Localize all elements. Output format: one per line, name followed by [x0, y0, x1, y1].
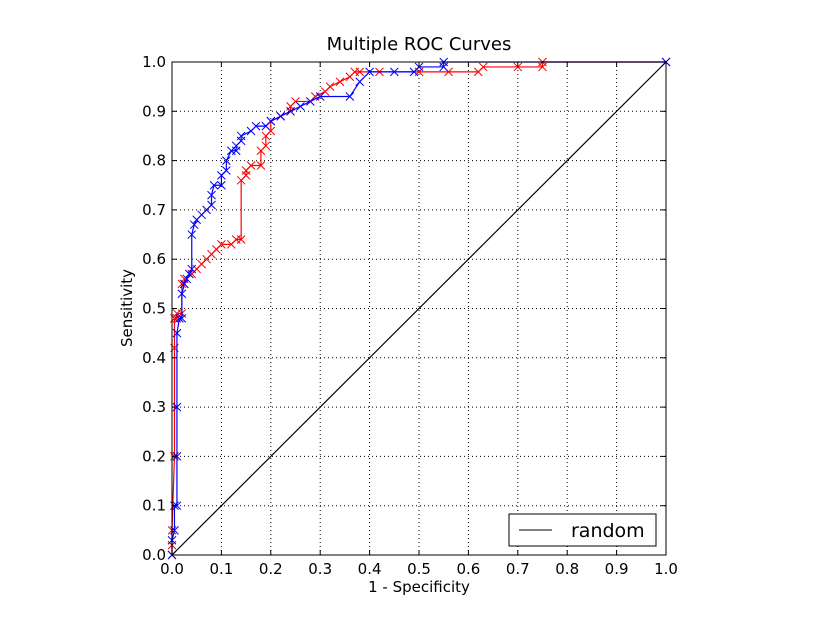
chart-title: Multiple ROC Curves [327, 34, 512, 55]
ticks: 0.0 0.1 0.2 0.3 0.4 0.5 0.6 0.7 0.8 0.9 1.0 0.0 0.1 0… [142, 53, 678, 578]
series-2-point [389, 67, 399, 77]
series-2-point [345, 92, 355, 101]
x-tick-label: 0.3 [308, 560, 332, 578]
series-2-point [182, 274, 192, 284]
series-2-point [179, 279, 189, 289]
y-tick-label: 0.4 [142, 349, 166, 367]
series-2-point [172, 328, 182, 338]
series-2-point [209, 180, 219, 190]
series-2-point [187, 264, 197, 274]
series-2-point [177, 289, 187, 299]
series-2-point [236, 131, 246, 141]
y-tick-label: 0.6 [142, 250, 166, 268]
series-2-point [217, 180, 226, 190]
series-2-point [365, 67, 374, 77]
y-tick-label: 0.1 [142, 497, 166, 515]
x-tick-label: 1.0 [654, 560, 678, 578]
series-2-point [355, 77, 365, 87]
x-tick-label: 0.1 [209, 560, 233, 578]
series-1-point [256, 161, 266, 170]
series-2-point [207, 200, 216, 210]
y-tick-label: 0.7 [142, 201, 166, 219]
series-2-point [276, 111, 286, 121]
y-tick-label: 0.2 [142, 447, 166, 465]
series-2-point [221, 156, 231, 165]
y-tick-label: 0.0 [142, 546, 166, 564]
x-tick-label: 0.5 [407, 560, 431, 578]
x-tick-label: 0.7 [506, 560, 530, 578]
x-tick-label: 0.0 [160, 560, 184, 578]
y-tick-label: 0.5 [142, 300, 166, 318]
series-2-point [177, 314, 187, 323]
x-axis-label: 1 - Specificity [368, 578, 470, 596]
y-tick-label: 0.9 [142, 102, 166, 120]
series-2-point [315, 92, 325, 101]
series-2-point [184, 269, 194, 279]
series-2-point [296, 102, 305, 111]
series-1-point [325, 82, 335, 92]
series-2-point [286, 106, 295, 116]
series-1-point [236, 235, 246, 244]
legend-random-label: random [571, 520, 645, 542]
x-tick-label: 0.6 [456, 560, 480, 578]
y-tick-label: 0.3 [142, 398, 166, 416]
series-2-point [221, 166, 231, 175]
x-tick-label: 0.9 [605, 560, 629, 578]
x-tick-label: 0.4 [358, 560, 382, 578]
series-2-point [207, 190, 216, 200]
series-2-point [305, 97, 315, 106]
series-1-point [478, 62, 488, 72]
y-tick-label: 0.8 [142, 152, 166, 170]
series-2-point [266, 116, 276, 126]
series-1-point [217, 240, 226, 249]
y-tick-label: 1.0 [142, 53, 166, 71]
series-1-point [355, 67, 365, 77]
x-tick-label: 0.8 [555, 560, 579, 578]
series-1-point [261, 141, 271, 151]
legend: random [508, 513, 657, 547]
x-tick-label: 0.2 [259, 560, 283, 578]
random-line [171, 61, 667, 556]
series-layer [167, 57, 671, 560]
series-2-point [187, 230, 197, 239]
series-1-point [246, 161, 256, 170]
series-2-point [251, 121, 261, 131]
series-2-point [189, 220, 199, 230]
y-axis-label: Sensitivity [118, 269, 136, 347]
series-1-point [335, 77, 345, 87]
series-2-point [175, 314, 184, 323]
